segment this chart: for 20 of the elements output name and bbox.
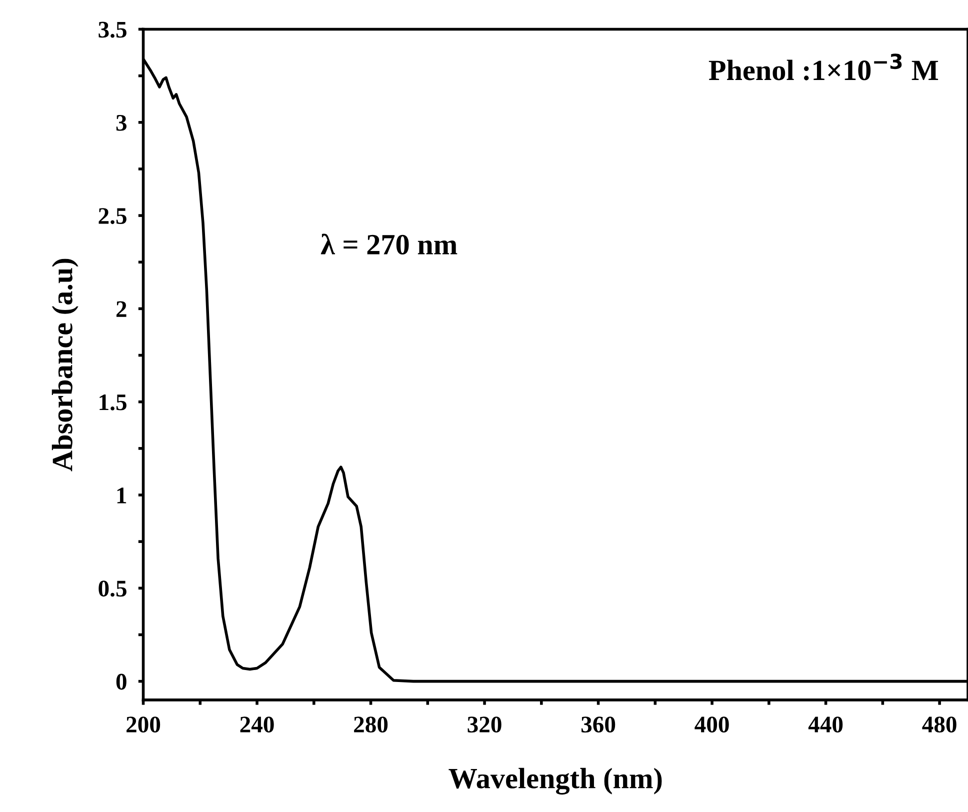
y-tick-label: 1	[117, 488, 126, 504]
y-tick-label: 2	[116, 301, 126, 317]
x-tick-label: 400	[694, 716, 729, 733]
y-tick-label: 3	[116, 114, 126, 131]
annotation: λ = 270 nm	[320, 234, 458, 255]
x-axis-title: Wavelength (nm)	[448, 768, 662, 795]
annotation: Phenol :1×10$^{−3}$ M	[708, 54, 938, 80]
x-tick-label: 240	[240, 716, 274, 733]
y-tick-label: 0.5	[98, 580, 126, 597]
y-axis-title: Absorbance (a.u)	[52, 258, 78, 472]
y-tick-label: 2.5	[98, 208, 126, 224]
x-tick-label: 200	[126, 716, 160, 733]
x-tick-label: 360	[581, 716, 616, 733]
y-tick-label: 3.5	[98, 22, 126, 38]
x-tick-label: 440	[808, 716, 843, 733]
y-tick-label: 0	[116, 674, 126, 690]
x-tick-label: 480	[922, 716, 956, 733]
x-tick-label: 280	[354, 716, 388, 733]
x-tick-label: 320	[468, 716, 502, 733]
y-tick-label: 1.5	[100, 394, 126, 410]
